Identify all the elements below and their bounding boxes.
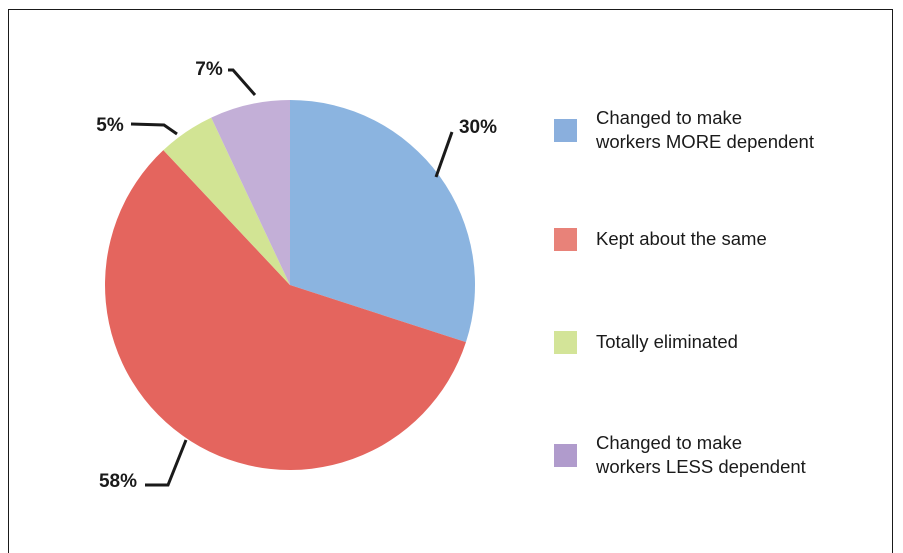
legend-item-eliminated: Totally eliminated — [554, 330, 738, 354]
pie-slice-eliminated — [163, 117, 290, 285]
legend-swatch-eliminated — [554, 330, 577, 354]
legend-item-more-dependent: Changed to make workers MORE dependent — [554, 106, 814, 154]
data-label-kept-same: 58% — [99, 471, 137, 492]
legend-swatch-kept-same — [554, 227, 577, 251]
leader-line-eliminated — [130, 122, 178, 136]
legend-swatch-less-dependent — [554, 443, 577, 467]
legend-label-less-dependent: Changed to make workers LESS dependent — [596, 432, 806, 477]
legend-label-more-dependent: Changed to make workers MORE dependent — [596, 107, 814, 152]
legend-item-less-dependent: Changed to make workers LESS dependent — [554, 431, 806, 479]
pie-slice-kept-same — [105, 150, 466, 470]
legend-label-eliminated: Totally eliminated — [596, 331, 738, 352]
legend-label-kept-same: Kept about the same — [596, 228, 767, 249]
chart-frame — [8, 9, 893, 553]
leader-line-more-dependent — [434, 131, 454, 178]
pie-slice-more-dependent — [290, 99, 476, 343]
legend-swatch-more-dependent — [554, 118, 577, 142]
legend-item-kept-same: Kept about the same — [554, 227, 767, 251]
data-label-less-dependent: 7% — [195, 59, 223, 80]
leader-line-kept-same — [145, 439, 188, 487]
leader-line-less-dependent — [228, 68, 257, 96]
data-label-eliminated: 5% — [96, 115, 124, 136]
data-label-more-dependent: 30% — [459, 117, 497, 138]
pie-slice-less-dependent — [211, 100, 290, 285]
